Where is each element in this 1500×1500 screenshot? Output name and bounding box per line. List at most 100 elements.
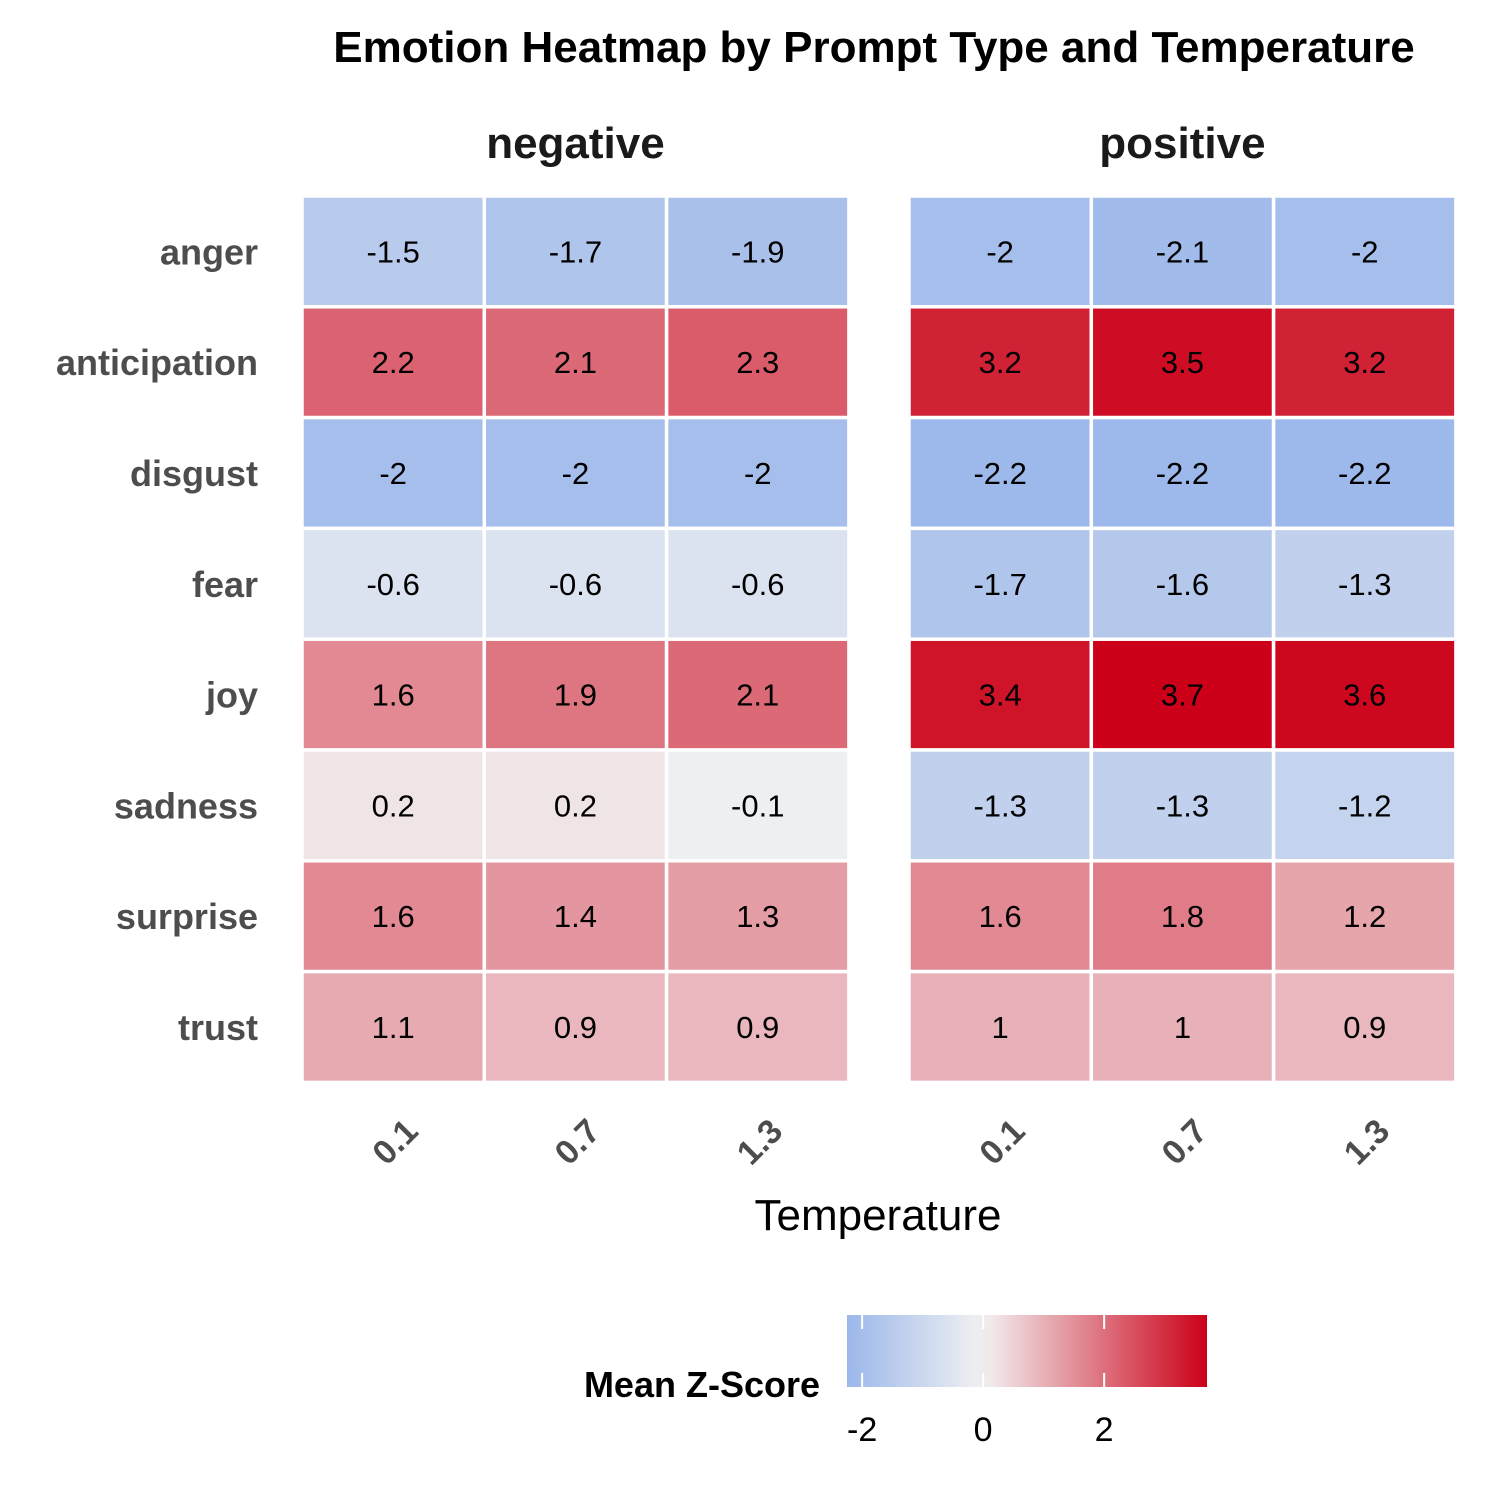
cell-value-label: -2.2 bbox=[1338, 456, 1391, 491]
cell-value-label: 0.2 bbox=[554, 788, 597, 823]
cell-value-label: 3.2 bbox=[1343, 345, 1386, 380]
cell-value-label: -2 bbox=[744, 456, 772, 491]
heatmap-cell bbox=[300, 194, 487, 309]
heatmap-cell bbox=[300, 969, 487, 1085]
cell-value-label: -1.6 bbox=[1156, 567, 1209, 602]
cell-value-label: 3.5 bbox=[1161, 345, 1204, 380]
legend-colorbar bbox=[847, 1315, 1207, 1387]
cell-value-label: -0.6 bbox=[549, 567, 602, 602]
cell-value-label: -2 bbox=[379, 456, 407, 491]
heatmap-cell bbox=[482, 969, 669, 1085]
cell-value-label: 0.2 bbox=[372, 788, 415, 823]
cell-value-label: -0.6 bbox=[366, 567, 419, 602]
legend-ticks: -2 0 2 bbox=[847, 1315, 1114, 1449]
cell-value-label: 1.1 bbox=[372, 1010, 415, 1045]
heatmap-cell bbox=[1271, 415, 1458, 531]
row-label-anticipation: anticipation bbox=[56, 342, 258, 383]
cell-value-label: 1 bbox=[1174, 1010, 1191, 1045]
heatmap-cell bbox=[1271, 859, 1458, 974]
cell-value-label: 1.8 bbox=[1161, 899, 1204, 934]
heatmap-cell bbox=[1089, 969, 1276, 1085]
cell-value-label: 1.6 bbox=[372, 899, 415, 934]
row-label-fear: fear bbox=[192, 564, 258, 605]
cell-value-label: 3.6 bbox=[1343, 678, 1386, 713]
cell-value-label: -1.5 bbox=[366, 234, 419, 269]
cell-value-label: 2.2 bbox=[372, 345, 415, 380]
legend: Mean Z-Score -2 0 2 bbox=[584, 1315, 1207, 1449]
heatmap-cell bbox=[300, 526, 487, 641]
cell-value-label: 1.6 bbox=[979, 899, 1022, 934]
heatmap-cell bbox=[1271, 526, 1458, 641]
panel-title-negative: negative bbox=[486, 119, 665, 168]
cell-value-label: 1.2 bbox=[1343, 899, 1386, 934]
legend-title: Mean Z-Score bbox=[584, 1364, 820, 1405]
x-tick-label: 0.1 bbox=[972, 1112, 1032, 1172]
row-label-trust: trust bbox=[178, 1007, 258, 1048]
x-tick-label: 0.7 bbox=[1155, 1112, 1215, 1172]
legend-tick-label: 0 bbox=[974, 1411, 993, 1449]
cell-value-label: 1.4 bbox=[554, 899, 597, 934]
heatmap-cell bbox=[482, 748, 669, 863]
cell-value-label: 2.1 bbox=[736, 678, 779, 713]
panel-positive: positive -2 -2.1 -2 3.2 3.5 3.2 -2.2 -2.2 -2.2 -1.… bbox=[907, 119, 1458, 1172]
cell-value-label: 1 bbox=[992, 1010, 1009, 1045]
heatmap-cell bbox=[482, 415, 669, 531]
panels: negative -1.5 -1.7 -1.9 2.2 2.1 2.3 -2 -2 -2 -0.6 -… bbox=[300, 119, 1458, 1172]
heatmap-cell bbox=[664, 969, 851, 1085]
heatmap-cell bbox=[482, 194, 669, 309]
heatmap-cell bbox=[1271, 748, 1458, 863]
cell-value-label: -1.9 bbox=[731, 234, 784, 269]
cell-value-label: 1.9 bbox=[554, 678, 597, 713]
x-tick-label: 1.3 bbox=[730, 1112, 790, 1172]
heatmap-cell bbox=[664, 526, 851, 641]
heatmap-cell bbox=[664, 748, 851, 863]
heatmap-cell bbox=[1271, 637, 1458, 752]
cell-value-label: 0.9 bbox=[736, 1010, 779, 1045]
heatmap-cell bbox=[907, 637, 1094, 752]
legend-tick-label: -2 bbox=[847, 1411, 877, 1449]
x-axis-title: Temperature bbox=[754, 1191, 1001, 1240]
row-label-sadness: sadness bbox=[114, 785, 258, 826]
heatmap-cell bbox=[1271, 969, 1458, 1085]
heatmap-cell bbox=[300, 859, 487, 974]
cell-value-label: 3.4 bbox=[979, 678, 1022, 713]
legend-tick-label: 2 bbox=[1095, 1411, 1114, 1449]
cell-value-label: -1.7 bbox=[549, 234, 602, 269]
row-label-joy: joy bbox=[205, 675, 258, 716]
cell-value-label: -2.1 bbox=[1156, 234, 1209, 269]
cell-value-label: 1.6 bbox=[372, 678, 415, 713]
y-axis-labels: anger anticipation disgust fear joy sadness su… bbox=[56, 231, 258, 1048]
x-tick-label: 0.7 bbox=[548, 1112, 608, 1172]
heatmap-cell bbox=[1271, 305, 1458, 420]
heatmap-cell bbox=[664, 859, 851, 974]
heatmap-cell bbox=[907, 305, 1094, 420]
cell-value-label: -0.1 bbox=[731, 788, 784, 823]
heatmap-cell bbox=[907, 415, 1094, 531]
heatmap-cell bbox=[907, 969, 1094, 1085]
cell-value-label: -2 bbox=[1351, 234, 1379, 269]
cell-value-label: -1.2 bbox=[1338, 788, 1391, 823]
x-tick-label: 0.1 bbox=[365, 1112, 425, 1172]
cell-value-label: 0.9 bbox=[554, 1010, 597, 1045]
cell-value-label: 3.2 bbox=[979, 345, 1022, 380]
cell-value-label: 1.3 bbox=[736, 899, 779, 934]
row-label-surprise: surprise bbox=[116, 896, 258, 937]
heatmap-cell bbox=[907, 748, 1094, 863]
cell-value-label: 3.7 bbox=[1161, 678, 1204, 713]
panel-title-positive: positive bbox=[1099, 119, 1265, 168]
heatmap-cell bbox=[1271, 194, 1458, 309]
cell-value-label: -0.6 bbox=[731, 567, 784, 602]
cell-value-label: -1.7 bbox=[973, 567, 1026, 602]
x-tick-label: 1.3 bbox=[1337, 1112, 1397, 1172]
chart-title: Emotion Heatmap by Prompt Type and Tempe… bbox=[333, 23, 1414, 72]
cell-value-label: 0.9 bbox=[1343, 1010, 1386, 1045]
cell-value-label: -1.3 bbox=[973, 788, 1026, 823]
panel-negative: negative -1.5 -1.7 -1.9 2.2 2.1 2.3 -2 -2 -2 -0.6 -… bbox=[300, 119, 851, 1172]
cell-value-label: -2 bbox=[562, 456, 590, 491]
heatmap-cell bbox=[1089, 305, 1276, 420]
heatmap-cell bbox=[300, 748, 487, 863]
cell-value-label: -2.2 bbox=[973, 456, 1026, 491]
cell-value-label: 2.3 bbox=[736, 345, 779, 380]
row-label-anger: anger bbox=[160, 231, 258, 272]
